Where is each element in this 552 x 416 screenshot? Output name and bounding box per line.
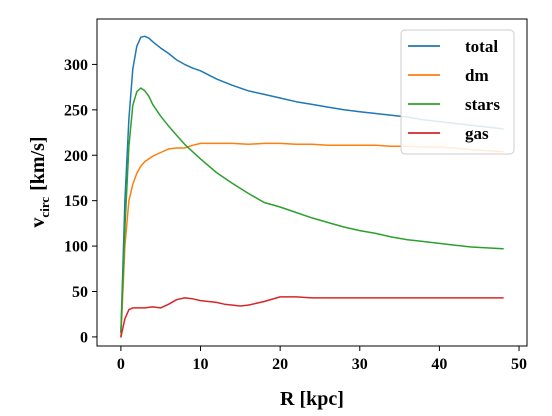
legend-label-gas: gas <box>465 124 489 143</box>
x-tick-label: 40 <box>431 356 447 373</box>
y-tick-label: 250 <box>64 102 88 119</box>
x-tick-label: 30 <box>352 356 368 373</box>
x-tick-label: 0 <box>117 356 125 373</box>
legend: total dm stars gas <box>400 29 515 155</box>
x-tick-label: 20 <box>272 356 288 373</box>
y-axis-label-main: v <box>27 218 49 228</box>
x-axis-ticks: 0 10 20 30 40 50 <box>117 346 527 373</box>
series-line-gas <box>120 296 504 338</box>
series-line-stars <box>120 87 504 334</box>
x-axis-label: R [kpc] <box>280 388 344 410</box>
legend-frame <box>400 29 515 155</box>
y-axis-ticks: 0 50 100 150 200 250 300 <box>64 57 97 346</box>
y-tick-label: 0 <box>80 329 88 346</box>
y-tick-label: 150 <box>64 193 88 210</box>
x-tick-label: 50 <box>511 356 527 373</box>
y-axis-label-sub: circ <box>37 197 52 218</box>
y-axis-label: vcirc [km/s] <box>27 136 52 227</box>
legend-label-total: total <box>465 37 498 56</box>
y-tick-label: 50 <box>72 284 88 301</box>
y-tick-label: 300 <box>64 57 88 74</box>
legend-items: total dm stars gas <box>408 37 500 143</box>
y-tick-label: 200 <box>64 148 88 165</box>
y-axis-label-unit: [km/s] <box>27 136 49 190</box>
x-tick-label: 10 <box>193 356 209 373</box>
legend-label-dm: dm <box>465 66 489 85</box>
legend-label-stars: stars <box>465 95 500 114</box>
y-tick-label: 100 <box>64 239 88 256</box>
